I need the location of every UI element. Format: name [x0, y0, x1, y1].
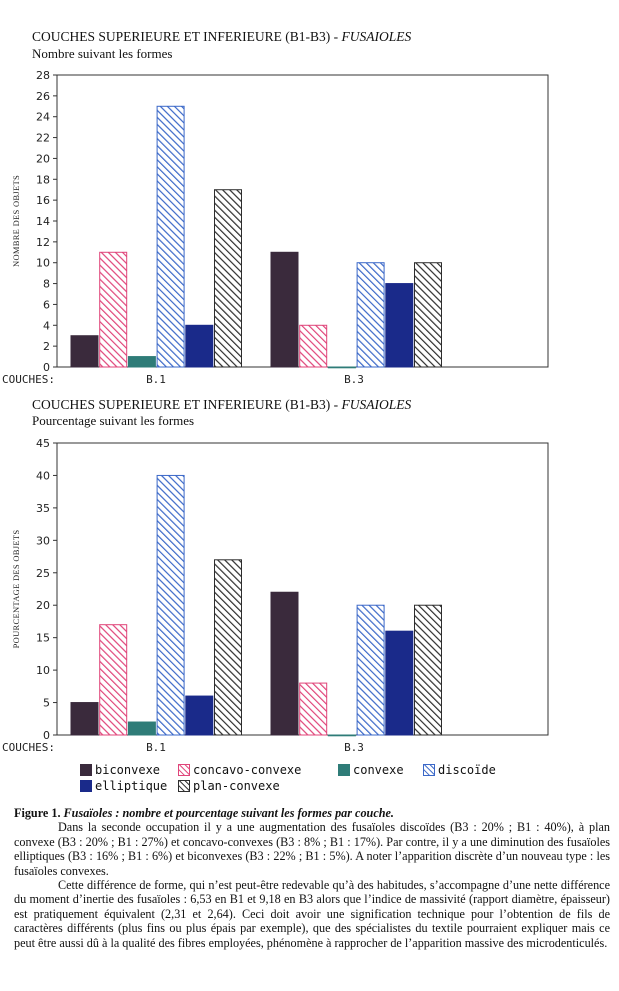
x-axis-label: COUCHES: [2, 373, 55, 386]
y-tick-label: 16 [36, 194, 50, 207]
legend-label: convexe [353, 763, 404, 777]
bar-convexe-b1 [127, 356, 156, 368]
bar-convexe-b3 [327, 734, 356, 737]
legend-label: concavo-convexe [193, 763, 302, 777]
y-tick-label: 20 [36, 152, 50, 165]
y-tick-label: 14 [36, 215, 50, 228]
y-tick-label: 0 [43, 729, 50, 742]
y-tick-label: 24 [36, 111, 50, 124]
chart2-title-italic: FUSAIOLES [341, 397, 412, 412]
x-category-label: B.3 [344, 741, 364, 754]
y-tick-label: 4 [43, 319, 50, 332]
bar-elliptique-b3 [385, 630, 414, 736]
y-tick-label: 40 [36, 469, 50, 482]
chart1-title: COUCHES SUPERIEURE ET INFERIEURE (B1-B3)… [32, 29, 411, 45]
y-tick-label: 10 [36, 664, 50, 677]
y-axis-label: POURCENTAGE DES OBJETS [11, 530, 21, 649]
y-tick-label: 26 [36, 90, 50, 103]
x-axis-label: COUCHES: [2, 741, 55, 754]
y-tick-label: 35 [36, 502, 50, 515]
bar-concavo-convexe-b3 [299, 324, 328, 368]
legend-label: plan-convexe [193, 779, 280, 793]
bar-elliptique-b1 [185, 324, 214, 368]
bar-elliptique-b3 [385, 283, 414, 368]
bar-convexe-b1 [127, 721, 156, 736]
y-tick-label: 12 [36, 236, 50, 249]
chart1-svg: NOMBRE DES OBJETS02468101214161820222426… [2, 69, 549, 386]
chart2-subtitle: Pourcentage suivant les formes [32, 413, 195, 428]
chart2-title-main: COUCHES SUPERIEURE ET INFERIEURE (B1-B3)… [32, 397, 339, 412]
bar-elliptique-b1 [185, 695, 214, 736]
y-tick-label: 30 [36, 534, 50, 547]
y-tick-label: 45 [36, 437, 50, 450]
y-tick-label: 15 [36, 632, 50, 645]
caption-heading: Figure 1. Fusaïoles : nombre et pourcent… [14, 806, 610, 820]
figure-caption: Figure 1. Fusaïoles : nombre et pourcent… [14, 806, 610, 950]
legend-label: biconvexe [95, 763, 161, 777]
caption-fig-label: Figure 1. [14, 806, 61, 820]
bar-concavo-convexe-b1 [99, 251, 128, 368]
legend-item-biconvexe: biconvexe [80, 763, 160, 777]
y-tick-label: 2 [43, 340, 50, 353]
y-tick-label: 22 [36, 132, 50, 145]
caption-paragraph-1: Dans la seconde occupation il y a une au… [14, 820, 610, 878]
legend-swatch-discoide [423, 764, 435, 776]
legend-swatch-plan-convexe [178, 780, 190, 792]
y-tick-label: 18 [36, 173, 50, 186]
bar-convexe-b3 [327, 366, 356, 369]
bar-plan-convexe-b1 [214, 559, 242, 736]
y-tick-label: 0 [43, 361, 50, 374]
legend-swatch-biconvexe [80, 764, 92, 776]
bar-concavo-convexe-b3 [299, 682, 328, 736]
plot-frame [56, 74, 549, 368]
y-tick-label: 5 [43, 697, 50, 710]
legend-item-discoide: discoïde [423, 763, 496, 777]
legend-item-elliptique: elliptique [80, 779, 167, 793]
bar-biconvexe-b1 [70, 702, 99, 736]
bar-biconvexe-b3 [270, 251, 299, 368]
bar-discoide-b3 [356, 262, 385, 368]
chart1-title-italic: FUSAIOLES [341, 29, 412, 44]
chart1-title-main: COUCHES SUPERIEURE ET INFERIEURE (B1-B3)… [32, 29, 339, 44]
bar-biconvexe-b3 [270, 591, 299, 736]
bar-plan-convexe-b1 [214, 189, 242, 368]
y-axis-label: NOMBRE DES OBJETS [11, 175, 21, 267]
x-category-label: B.1 [146, 741, 166, 754]
y-tick-label: 8 [43, 278, 50, 291]
chart1-subtitle: Nombre suivant les formes [32, 46, 173, 61]
chart2-svg: POURCENTAGE DES OBJETS 0 5 10 15 20 25 30 35 40 45… [2, 437, 549, 754]
y-tick-label: 6 [43, 298, 50, 311]
bar-plan-convexe-b3 [414, 604, 442, 736]
legend-label: elliptique [95, 779, 168, 793]
legend-swatch-concavo-convexe [178, 764, 190, 776]
bar-biconvexe-b1 [70, 335, 99, 368]
chart2-title: COUCHES SUPERIEURE ET INFERIEURE (B1-B3)… [32, 397, 411, 413]
bar-plan-convexe-b3 [414, 262, 442, 368]
bar-concavo-convexe-b1 [99, 624, 128, 736]
legend-label: discoïde [438, 763, 496, 777]
bar-discoide-b3 [356, 604, 385, 736]
y-tick-label: 25 [36, 567, 50, 580]
x-category-label: B.3 [344, 373, 364, 386]
bar-discoide-b1 [156, 474, 185, 736]
legend-item-concavo-convexe: concavo-convexe [178, 763, 301, 777]
caption-paragraph-2: Cette différence de forme, qui n’est peu… [14, 878, 610, 950]
legend-swatch-convexe [338, 764, 350, 776]
y-tick-label: 28 [36, 69, 50, 82]
legend-item-convexe: convexe [338, 763, 404, 777]
x-category-label: B.1 [146, 373, 166, 386]
y-tick-label: 10 [36, 257, 50, 270]
caption-fig-title: Fusaïoles : nombre et pourcentage suivan… [63, 806, 394, 820]
legend-swatch-elliptique [80, 780, 92, 792]
legend-item-plan-convexe: plan-convexe [178, 779, 280, 793]
bar-discoide-b1 [156, 105, 185, 368]
y-tick-label: 20 [36, 599, 50, 612]
